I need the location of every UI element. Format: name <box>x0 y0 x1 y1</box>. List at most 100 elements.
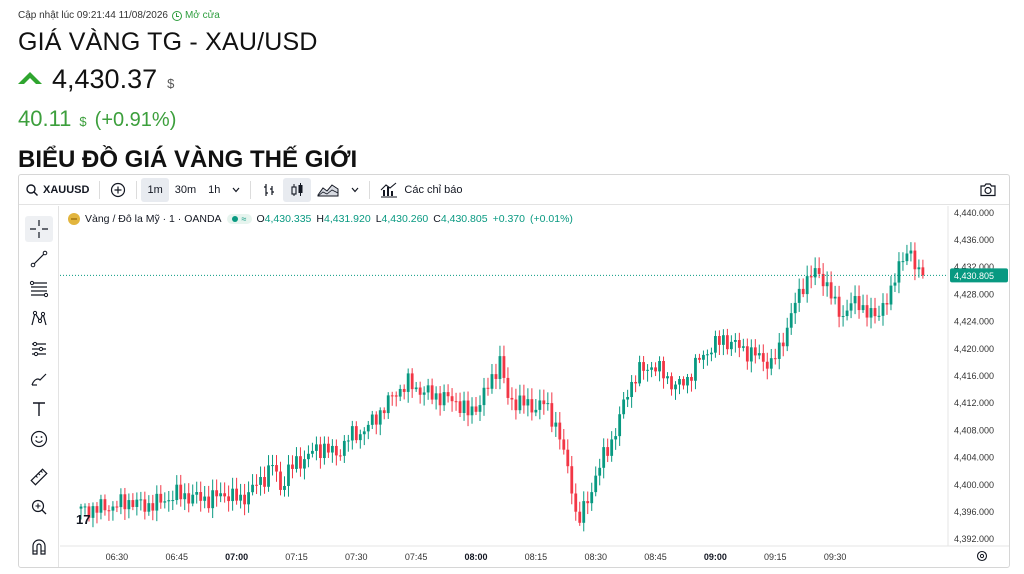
interval-1h-button[interactable]: 1h <box>208 183 221 196</box>
candle <box>462 391 466 421</box>
market-status-badge[interactable]: ≈ <box>226 214 252 224</box>
candle-body <box>666 376 669 379</box>
prediction-tool[interactable] <box>25 336 53 362</box>
candle <box>195 481 199 504</box>
interval-1m-button[interactable]: 1m <box>141 177 169 202</box>
page-title: GIÁ VÀNG TG - XAU/USD <box>18 28 318 56</box>
compare-symbol-button[interactable] <box>104 178 132 202</box>
candle-body <box>426 385 430 393</box>
brush-tool[interactable] <box>25 366 53 392</box>
candle <box>422 386 426 406</box>
candle-body <box>694 357 697 381</box>
candle-body <box>358 434 362 441</box>
candle-body <box>362 431 366 435</box>
candle <box>498 345 502 390</box>
candle-body <box>446 392 450 397</box>
chart-area[interactable]: 4,440.000 4,436.000 4,432.000 4,428.000 4,42… <box>60 206 1010 568</box>
candle-body <box>690 377 693 381</box>
candle-body <box>163 501 167 503</box>
measure-tool[interactable] <box>25 464 53 490</box>
candle-body <box>706 354 709 356</box>
trend-line-icon <box>30 250 48 268</box>
last-price-label: 4,430.805 <box>954 271 994 281</box>
candle <box>757 344 761 360</box>
bar-chart-type-button[interactable] <box>255 178 283 202</box>
section-title: BIỂU ĐỒ GIÁ VÀNG THẾ GIỚI <box>18 146 358 173</box>
candle <box>518 384 522 414</box>
chart-type-dropdown-button[interactable] <box>345 178 365 202</box>
interval-dropdown-button[interactable] <box>226 178 246 202</box>
candle <box>426 378 430 400</box>
candle <box>358 429 362 449</box>
trend-line-tool[interactable] <box>25 246 53 272</box>
pattern-tool[interactable] <box>25 306 53 332</box>
candle <box>502 345 506 384</box>
candle-body <box>837 296 841 317</box>
candle <box>781 332 785 357</box>
x-tick-label: 08:00 <box>464 552 487 562</box>
zoom-tool[interactable] <box>25 494 53 520</box>
candle-body <box>781 342 785 347</box>
magnet-tool[interactable] <box>25 534 53 560</box>
candle <box>714 330 717 358</box>
candle <box>255 474 258 495</box>
grid-layer <box>60 206 1009 547</box>
candle <box>710 347 713 362</box>
candle <box>725 328 729 355</box>
candle <box>526 388 530 417</box>
interval-30m-button[interactable]: 30m <box>174 183 197 196</box>
candle-body <box>602 447 606 468</box>
candle-body <box>299 456 302 469</box>
candle-body <box>450 396 454 402</box>
candlestick-chart[interactable]: 4,440.000 4,436.000 4,432.000 4,428.000 4,42… <box>60 206 1010 568</box>
candle <box>877 305 881 321</box>
candle-chart-type-button[interactable] <box>283 177 312 202</box>
emoji-tool[interactable] <box>25 426 53 452</box>
candle <box>319 436 322 469</box>
x-tick-label: 06:30 <box>106 552 129 562</box>
indicators-button[interactable]: Các chỉ báo <box>374 178 468 202</box>
candle-body <box>502 356 506 378</box>
candle <box>334 439 338 466</box>
add-circle-icon <box>111 182 126 197</box>
y-tick-label: 4,412.000 <box>954 398 994 408</box>
change-currency: $ <box>79 114 87 129</box>
candle <box>103 494 107 516</box>
candle <box>686 373 689 394</box>
candle-body <box>825 282 829 287</box>
candle <box>466 391 470 427</box>
fib-tool[interactable] <box>25 276 53 302</box>
area-chart-type-button[interactable] <box>311 178 345 202</box>
candle <box>554 411 558 437</box>
crosshair-tool[interactable] <box>25 216 53 242</box>
settings-gear-icon <box>976 550 988 562</box>
candle-body <box>777 342 781 359</box>
candle <box>303 450 306 480</box>
snapshot-button[interactable] <box>973 178 1003 202</box>
candle <box>275 455 278 482</box>
candle-body <box>610 439 614 456</box>
candle <box>123 487 127 520</box>
candle-body <box>654 367 657 372</box>
symbol-search-button[interactable]: XAUUSD <box>19 178 95 202</box>
toolbar-divider <box>369 180 371 199</box>
candle-body <box>821 273 825 287</box>
candle-body <box>307 453 310 460</box>
candle-body <box>849 303 853 311</box>
x-tick-label: 07:45 <box>405 552 428 562</box>
candle-body <box>275 465 278 472</box>
candle-body <box>466 400 470 416</box>
candle-body <box>183 493 187 500</box>
candle <box>99 494 103 520</box>
open-label: O <box>256 213 265 225</box>
market-status-label: Mở cửa <box>184 10 220 21</box>
candle-body <box>630 381 634 398</box>
close-label: C <box>433 213 441 225</box>
text-tool[interactable] <box>25 396 53 422</box>
current-price: 4,430.37 <box>52 64 158 94</box>
candle-body <box>231 488 235 502</box>
candle <box>785 317 789 352</box>
candles-layer <box>79 242 925 532</box>
candle-body <box>247 492 250 505</box>
candle <box>893 273 897 292</box>
